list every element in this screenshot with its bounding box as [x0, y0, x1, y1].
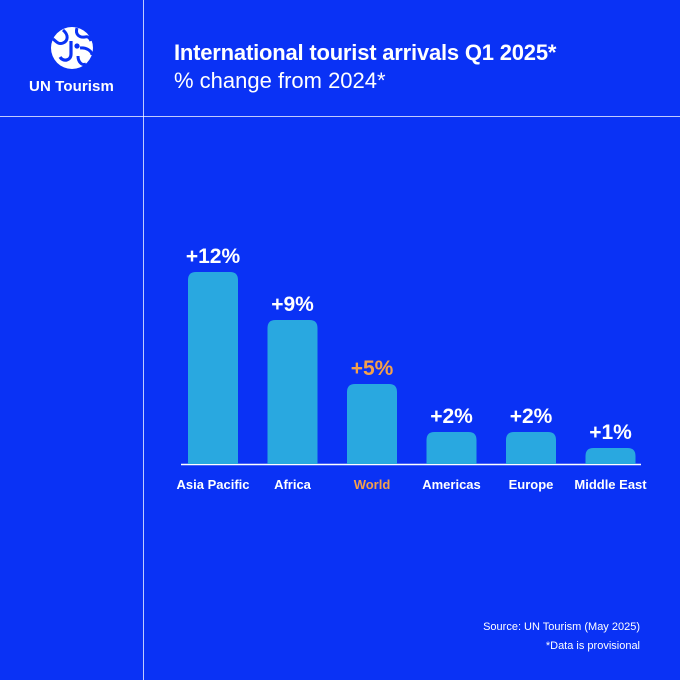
vertical-divider [143, 0, 144, 680]
data-label: +12% [186, 245, 241, 268]
bar-world [347, 384, 397, 464]
category-label: World [354, 477, 391, 492]
source-note: Source: UN Tourism (May 2025) [483, 621, 640, 633]
category-label: Asia Pacific [177, 477, 250, 492]
category-label: Europe [509, 477, 554, 492]
bar-americas [426, 432, 477, 464]
bar-middle-east [585, 448, 636, 464]
data-label: +5% [351, 357, 394, 380]
category-label: Middle East [574, 477, 647, 492]
data-label: +9% [271, 293, 314, 316]
data-label: +2% [430, 405, 473, 428]
bar-europe [506, 432, 556, 464]
brand-name: UN Tourism [29, 78, 114, 95]
chart-subtitle: % change from 2024* [174, 68, 386, 93]
brand-block: UN Tourism [0, 0, 143, 116]
chart-title: International tourist arrivals Q1 2025* [174, 40, 557, 65]
data-label: +2% [510, 405, 553, 428]
category-label: Africa [274, 477, 312, 492]
horizontal-divider [0, 116, 680, 117]
bar-africa [267, 320, 318, 464]
data-label: +1% [589, 421, 632, 444]
provisional-note: *Data is provisional [545, 640, 640, 652]
un-tourism-logo-icon [51, 27, 94, 69]
category-label: Americas [422, 477, 481, 492]
bar-asia-pacific [188, 272, 238, 464]
